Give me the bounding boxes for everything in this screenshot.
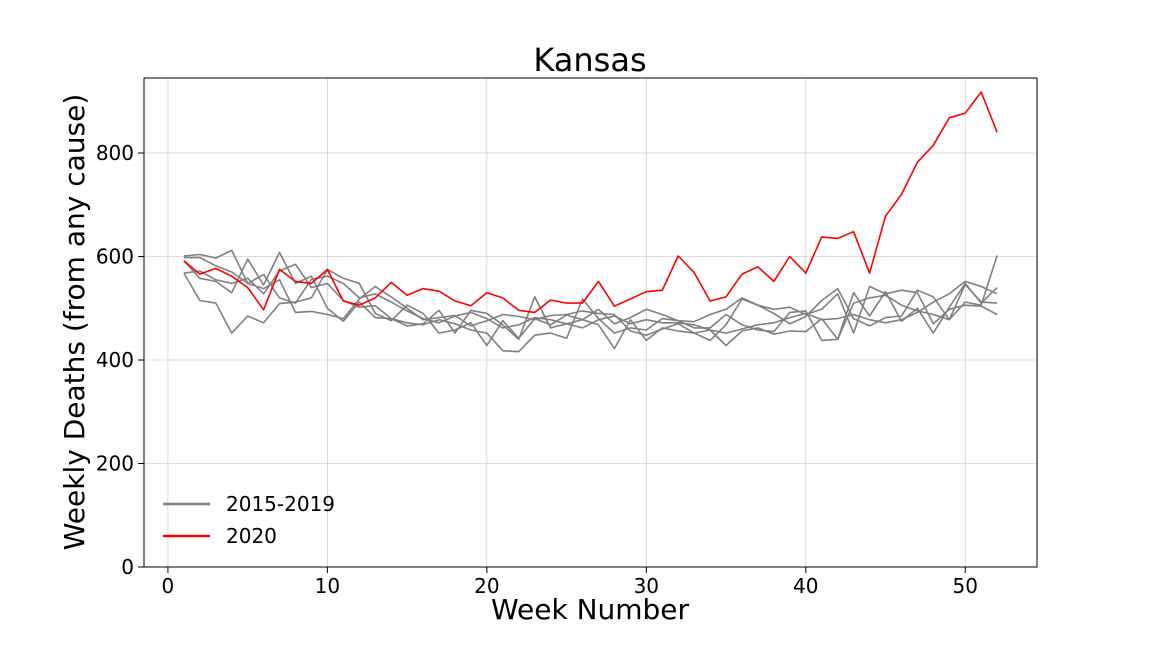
y-axis-label: Weekly Deaths (from any cause) xyxy=(58,94,91,551)
series-line-2015-2019-3 xyxy=(183,251,998,341)
x-tick-label: 30 xyxy=(634,574,659,598)
y-tick-label: 800 xyxy=(96,141,134,165)
x-tick-label: 20 xyxy=(474,574,499,598)
x-tick-label: 50 xyxy=(953,574,978,598)
x-axis-label: Week Number xyxy=(491,593,690,626)
series-layer xyxy=(183,91,998,353)
plot-frame xyxy=(143,77,1038,568)
y-tick-label: 200 xyxy=(96,452,134,476)
x-tick-label: 10 xyxy=(315,574,340,598)
y-tick-label: 600 xyxy=(96,245,134,269)
series-line-2020-5 xyxy=(183,91,998,314)
series-line-2015-2019-1 xyxy=(183,255,998,353)
tick-layer: 0 10 20 30 40 50 0 200 400 600 800 xyxy=(96,141,978,598)
series-line-2015-2019-2 xyxy=(183,268,998,350)
legend-label-2020: 2020 xyxy=(226,524,277,548)
y-tick-label: 400 xyxy=(96,348,134,372)
series-line-2015-2019-4 xyxy=(183,256,998,342)
legend-label-2015-2019: 2015-2019 xyxy=(226,492,335,516)
x-tick-label: 0 xyxy=(162,574,175,598)
legend: 2015-2019 2020 xyxy=(163,492,335,548)
y-tick-label: 0 xyxy=(121,555,134,579)
x-tick-label: 40 xyxy=(793,574,818,598)
series-line-2015-2019-0 xyxy=(183,249,998,334)
chart-title: Kansas xyxy=(533,41,646,79)
